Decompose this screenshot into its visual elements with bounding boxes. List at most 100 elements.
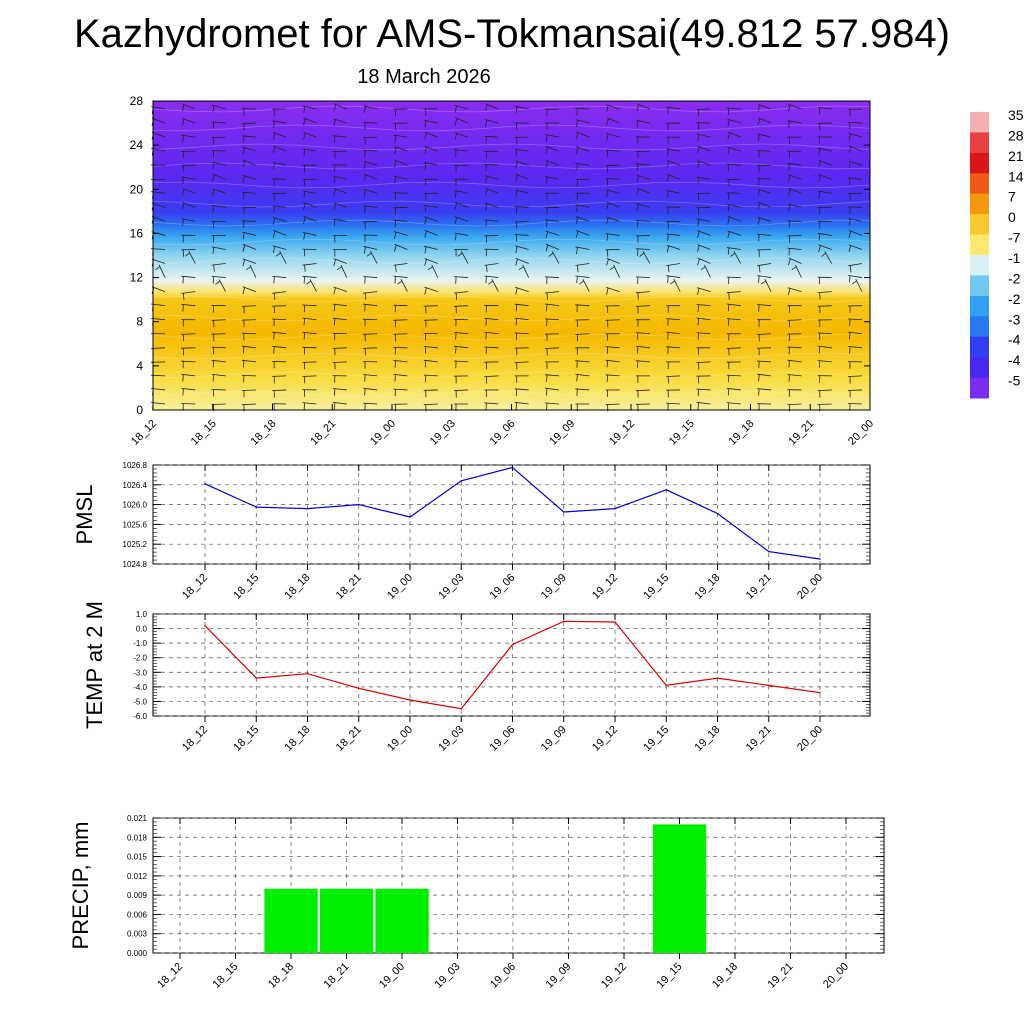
y-tick-label: 0.000 — [127, 949, 148, 958]
wind-barb — [757, 319, 772, 327]
wind-barb — [241, 359, 256, 368]
contour-line — [152, 352, 871, 360]
wind-barb — [363, 333, 378, 342]
wind-barb — [636, 119, 650, 128]
wind-barb — [453, 164, 469, 173]
wind-barb — [423, 319, 438, 328]
wind-barb — [332, 150, 347, 159]
wind-barb — [363, 188, 378, 197]
y-tick-label: 0 — [136, 403, 143, 417]
wind-barb — [333, 202, 347, 210]
wind-barb — [666, 361, 681, 369]
wind-barb — [302, 190, 317, 199]
wind-barb — [454, 232, 469, 241]
wind-barb — [302, 331, 317, 340]
data-point — [409, 516, 411, 518]
wind-barb — [757, 304, 772, 312]
plot-frame — [152, 817, 885, 954]
wind-barb — [635, 360, 650, 368]
wind-barb — [272, 245, 287, 253]
contour-line — [152, 181, 871, 189]
wind-barb — [211, 276, 226, 284]
wind-barb — [757, 133, 772, 142]
x-tick-label: 19_06 — [488, 418, 518, 448]
wind-barb — [514, 206, 529, 214]
wind-barb — [788, 103, 802, 112]
wind-barb — [424, 131, 438, 140]
wind-barb — [272, 345, 287, 354]
wind-barb — [847, 375, 863, 384]
wind-barb — [696, 206, 711, 215]
wind-barb — [484, 275, 499, 284]
wind-barb — [575, 304, 590, 313]
wind-barb — [544, 402, 559, 411]
colorbar-swatch — [970, 173, 989, 195]
wind-barb — [848, 132, 863, 141]
wind-barb — [363, 402, 378, 411]
wind-barb — [515, 245, 529, 254]
x-tick-label: 19_18 — [710, 961, 740, 991]
wind-barb — [302, 346, 317, 355]
contour-line — [152, 390, 871, 398]
wind-barb — [848, 145, 863, 154]
wind-barb — [211, 150, 226, 158]
y-tick-label: 1024.8 — [123, 560, 148, 569]
wind-barb — [242, 159, 257, 168]
wind-barb — [303, 215, 317, 224]
wind-barb — [726, 333, 741, 341]
wind-barb — [242, 243, 257, 252]
wind-barb — [302, 304, 317, 313]
wind-barb — [605, 164, 620, 173]
wind-barb — [333, 118, 347, 127]
wind-barb — [727, 146, 741, 155]
wind-barb — [302, 402, 317, 410]
wind-barb — [363, 105, 378, 113]
wind-barb — [544, 192, 559, 201]
wind-barb — [848, 230, 863, 238]
wind-barb — [696, 218, 711, 227]
wind-barb — [697, 244, 711, 252]
data-point — [255, 677, 258, 679]
wind-barb — [484, 346, 499, 355]
wind-barb — [484, 361, 499, 370]
wind-barb — [545, 303, 560, 312]
x-tick-label: 20_00 — [795, 572, 825, 602]
wind-barb — [545, 134, 560, 142]
wind-barb — [423, 374, 438, 383]
wind-barb — [606, 117, 620, 126]
wind-barb — [666, 244, 681, 253]
wind-barb — [211, 319, 226, 328]
y-tick-label: 0.009 — [127, 891, 148, 900]
data-point — [306, 672, 309, 675]
data-point — [768, 684, 770, 687]
x-tick-label: 19_03 — [428, 418, 458, 448]
wind-barb — [514, 105, 529, 114]
wind-barb — [787, 136, 802, 145]
wind-barb — [605, 189, 620, 198]
wind-barb — [484, 235, 499, 243]
wind-barb — [514, 136, 529, 145]
wind-barb — [241, 206, 256, 215]
wind-barb — [817, 276, 832, 285]
wind-barb — [544, 374, 559, 382]
wind-barb — [484, 402, 499, 411]
contour-line — [152, 162, 871, 170]
wind-barb — [848, 331, 863, 340]
wind-barb — [484, 175, 499, 183]
wind-barb — [423, 333, 438, 341]
contour-line — [152, 371, 871, 379]
data-point — [563, 620, 565, 623]
wind-barb — [363, 276, 378, 284]
wind-barb — [848, 275, 863, 283]
x-tick-label: 18_12 — [129, 418, 159, 448]
wind-barb — [363, 374, 378, 382]
wind-barb — [215, 279, 226, 292]
wind-barb — [606, 201, 620, 210]
wind-barb — [697, 160, 711, 168]
wind-barb — [670, 278, 681, 292]
heatmap-field — [153, 101, 870, 410]
wind-barb — [609, 264, 620, 278]
wind-barb — [514, 149, 529, 157]
wind-barb — [635, 220, 650, 228]
wind-barb — [454, 291, 469, 300]
